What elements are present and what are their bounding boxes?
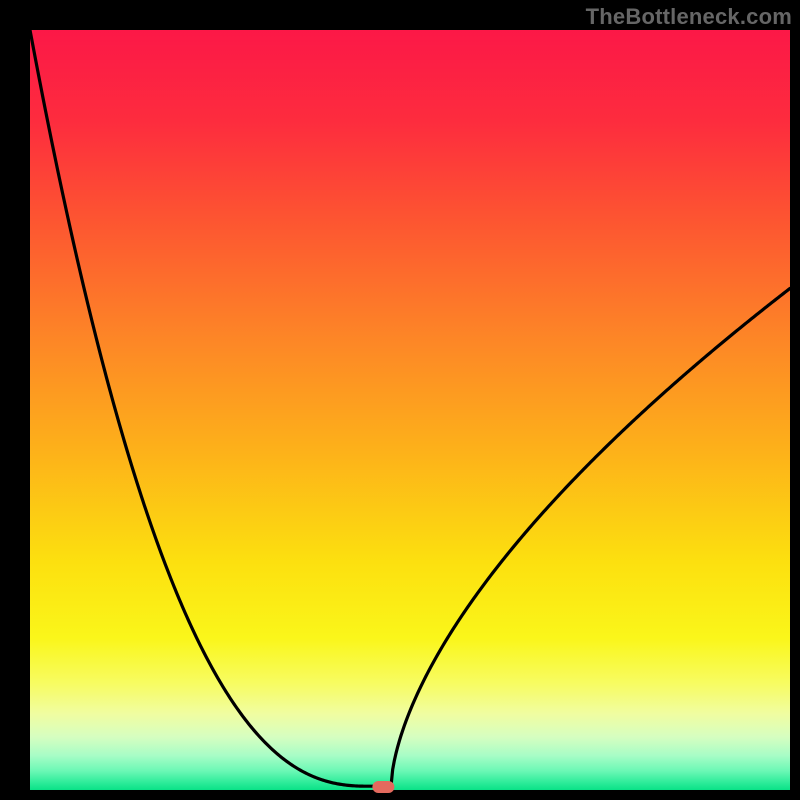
bottleneck-chart: [0, 0, 800, 800]
watermark-text: TheBottleneck.com: [586, 4, 792, 30]
plot-background: [30, 30, 790, 790]
minimum-marker: [372, 781, 394, 793]
